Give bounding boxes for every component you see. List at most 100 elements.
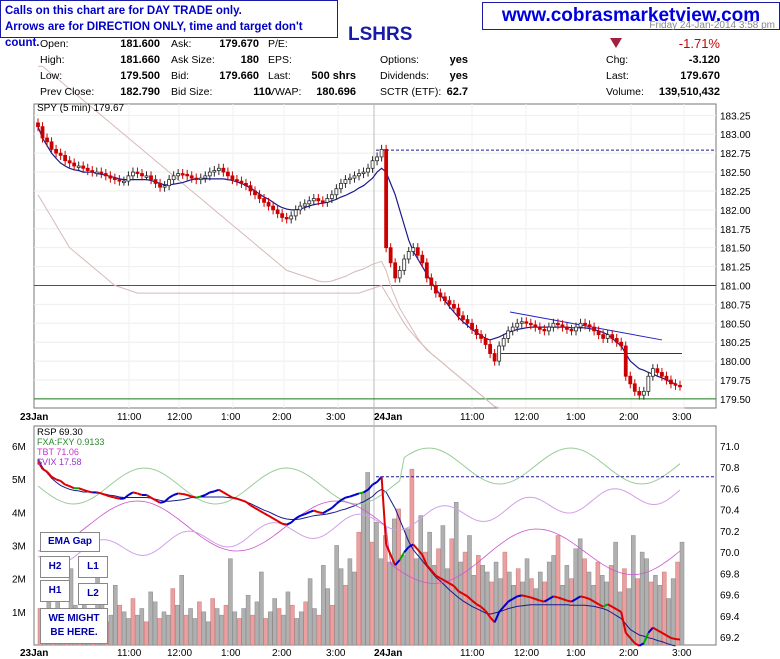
volume-bar (316, 614, 322, 646)
time-tick-label: 1:00 (221, 412, 241, 423)
rsp-segment (543, 598, 550, 603)
volume-bar (675, 561, 680, 646)
rsp-segment (236, 497, 242, 502)
rsp-segment (647, 626, 654, 634)
candle-body (153, 179, 158, 184)
price-tick-label: 181.00 (720, 281, 751, 292)
sctr-label: SCTR (ETF): (380, 86, 442, 98)
rsp-segment (241, 499, 247, 503)
rsp-segment (277, 520, 283, 525)
candle-body (492, 353, 497, 362)
last-trade-label: Last: (268, 70, 291, 82)
rsp-segment (78, 487, 84, 491)
rsp-segment (87, 490, 93, 494)
candle-body (311, 198, 316, 202)
rsp-segment (299, 513, 306, 517)
volume-bar (113, 585, 118, 646)
last-value: 179.670 (680, 70, 720, 82)
rsp-segment (453, 585, 460, 592)
candle-body (415, 247, 420, 256)
candle-body (669, 379, 673, 385)
candle-body (506, 330, 511, 339)
rsp-segment (629, 637, 636, 644)
candle-body (63, 155, 68, 162)
volume-bar (369, 541, 375, 646)
candle-body (81, 165, 86, 169)
price-panel-frame (33, 103, 717, 409)
volume-bar (569, 578, 574, 646)
candle-body (167, 179, 172, 187)
ask-value: 179.670 (219, 38, 259, 50)
candle-body (664, 375, 669, 381)
volume-bar (236, 618, 242, 646)
rsp-segment (331, 503, 338, 509)
website-link[interactable]: www.cobrasmarketview.com (482, 2, 780, 30)
volume-bar (321, 565, 326, 646)
candle-body (90, 170, 95, 173)
rsp-segment (638, 642, 645, 647)
volume-bar (108, 614, 114, 646)
volume-bar (458, 561, 463, 646)
candle-body (592, 326, 596, 332)
l2-box: L2 (78, 583, 108, 605)
rsp-segment (675, 638, 681, 641)
candle-body (140, 173, 144, 177)
rsp-segment (358, 491, 364, 495)
rsp-segment (272, 517, 279, 522)
rsp-segment (570, 598, 577, 603)
volume-bar (653, 575, 658, 646)
candle-body (144, 175, 149, 178)
volume-bar (476, 555, 481, 646)
rsp-segment (308, 509, 315, 514)
rsp-segment (105, 494, 111, 498)
volume-bar (223, 604, 229, 646)
candle-body (112, 177, 117, 181)
price-tick-label: 182.25 (720, 187, 751, 198)
volume-bar (210, 598, 215, 646)
candle-body (72, 162, 77, 167)
candle-body (578, 322, 583, 328)
volume-tick-label: 6M (12, 442, 26, 453)
candle-body (461, 315, 465, 320)
rsp-segment (562, 598, 568, 602)
vwap-value: 180.696 (316, 86, 356, 98)
candle-body (402, 258, 407, 271)
rsp-segment (502, 600, 509, 608)
volume-bar (347, 558, 353, 646)
rsp-segment (96, 491, 102, 495)
price-tick-label: 180.50 (720, 319, 751, 330)
rsp-segment (598, 603, 604, 608)
candle-body (619, 341, 624, 347)
volume-bar (648, 581, 654, 646)
rsp-segment (313, 509, 319, 514)
rsp-segment (326, 507, 333, 512)
candle-body (194, 177, 199, 181)
time-tick-label: 24Jan (374, 412, 402, 423)
rsp-segment (146, 494, 152, 499)
volume-bar (121, 611, 127, 646)
rsp-segment (557, 596, 563, 600)
ask-size-value: 180 (240, 54, 259, 66)
volume-bar (183, 614, 189, 646)
volume-bar (391, 518, 397, 646)
candle-body (483, 338, 488, 345)
chg-label: Chg: (606, 54, 629, 66)
rsp-segment (656, 629, 663, 634)
rsp-segment (389, 554, 397, 566)
volume-bar (356, 531, 362, 646)
candle-body (203, 175, 208, 179)
volume-bar (378, 558, 384, 646)
candle-body (348, 177, 352, 181)
candle-body (388, 247, 393, 264)
open-value: 181.600 (120, 38, 160, 50)
candle-body (307, 200, 312, 205)
candle-body (560, 324, 565, 328)
disclaimer-note: Calls on this chart are for DAY TRADE on… (0, 0, 338, 49)
candle-body (641, 390, 646, 396)
prev-close-value: 182.790 (120, 86, 160, 98)
volume-bar (511, 585, 517, 646)
candle-body (171, 175, 176, 181)
candle-body (271, 205, 275, 211)
volume-bar (396, 508, 401, 646)
candle-body (248, 185, 253, 192)
